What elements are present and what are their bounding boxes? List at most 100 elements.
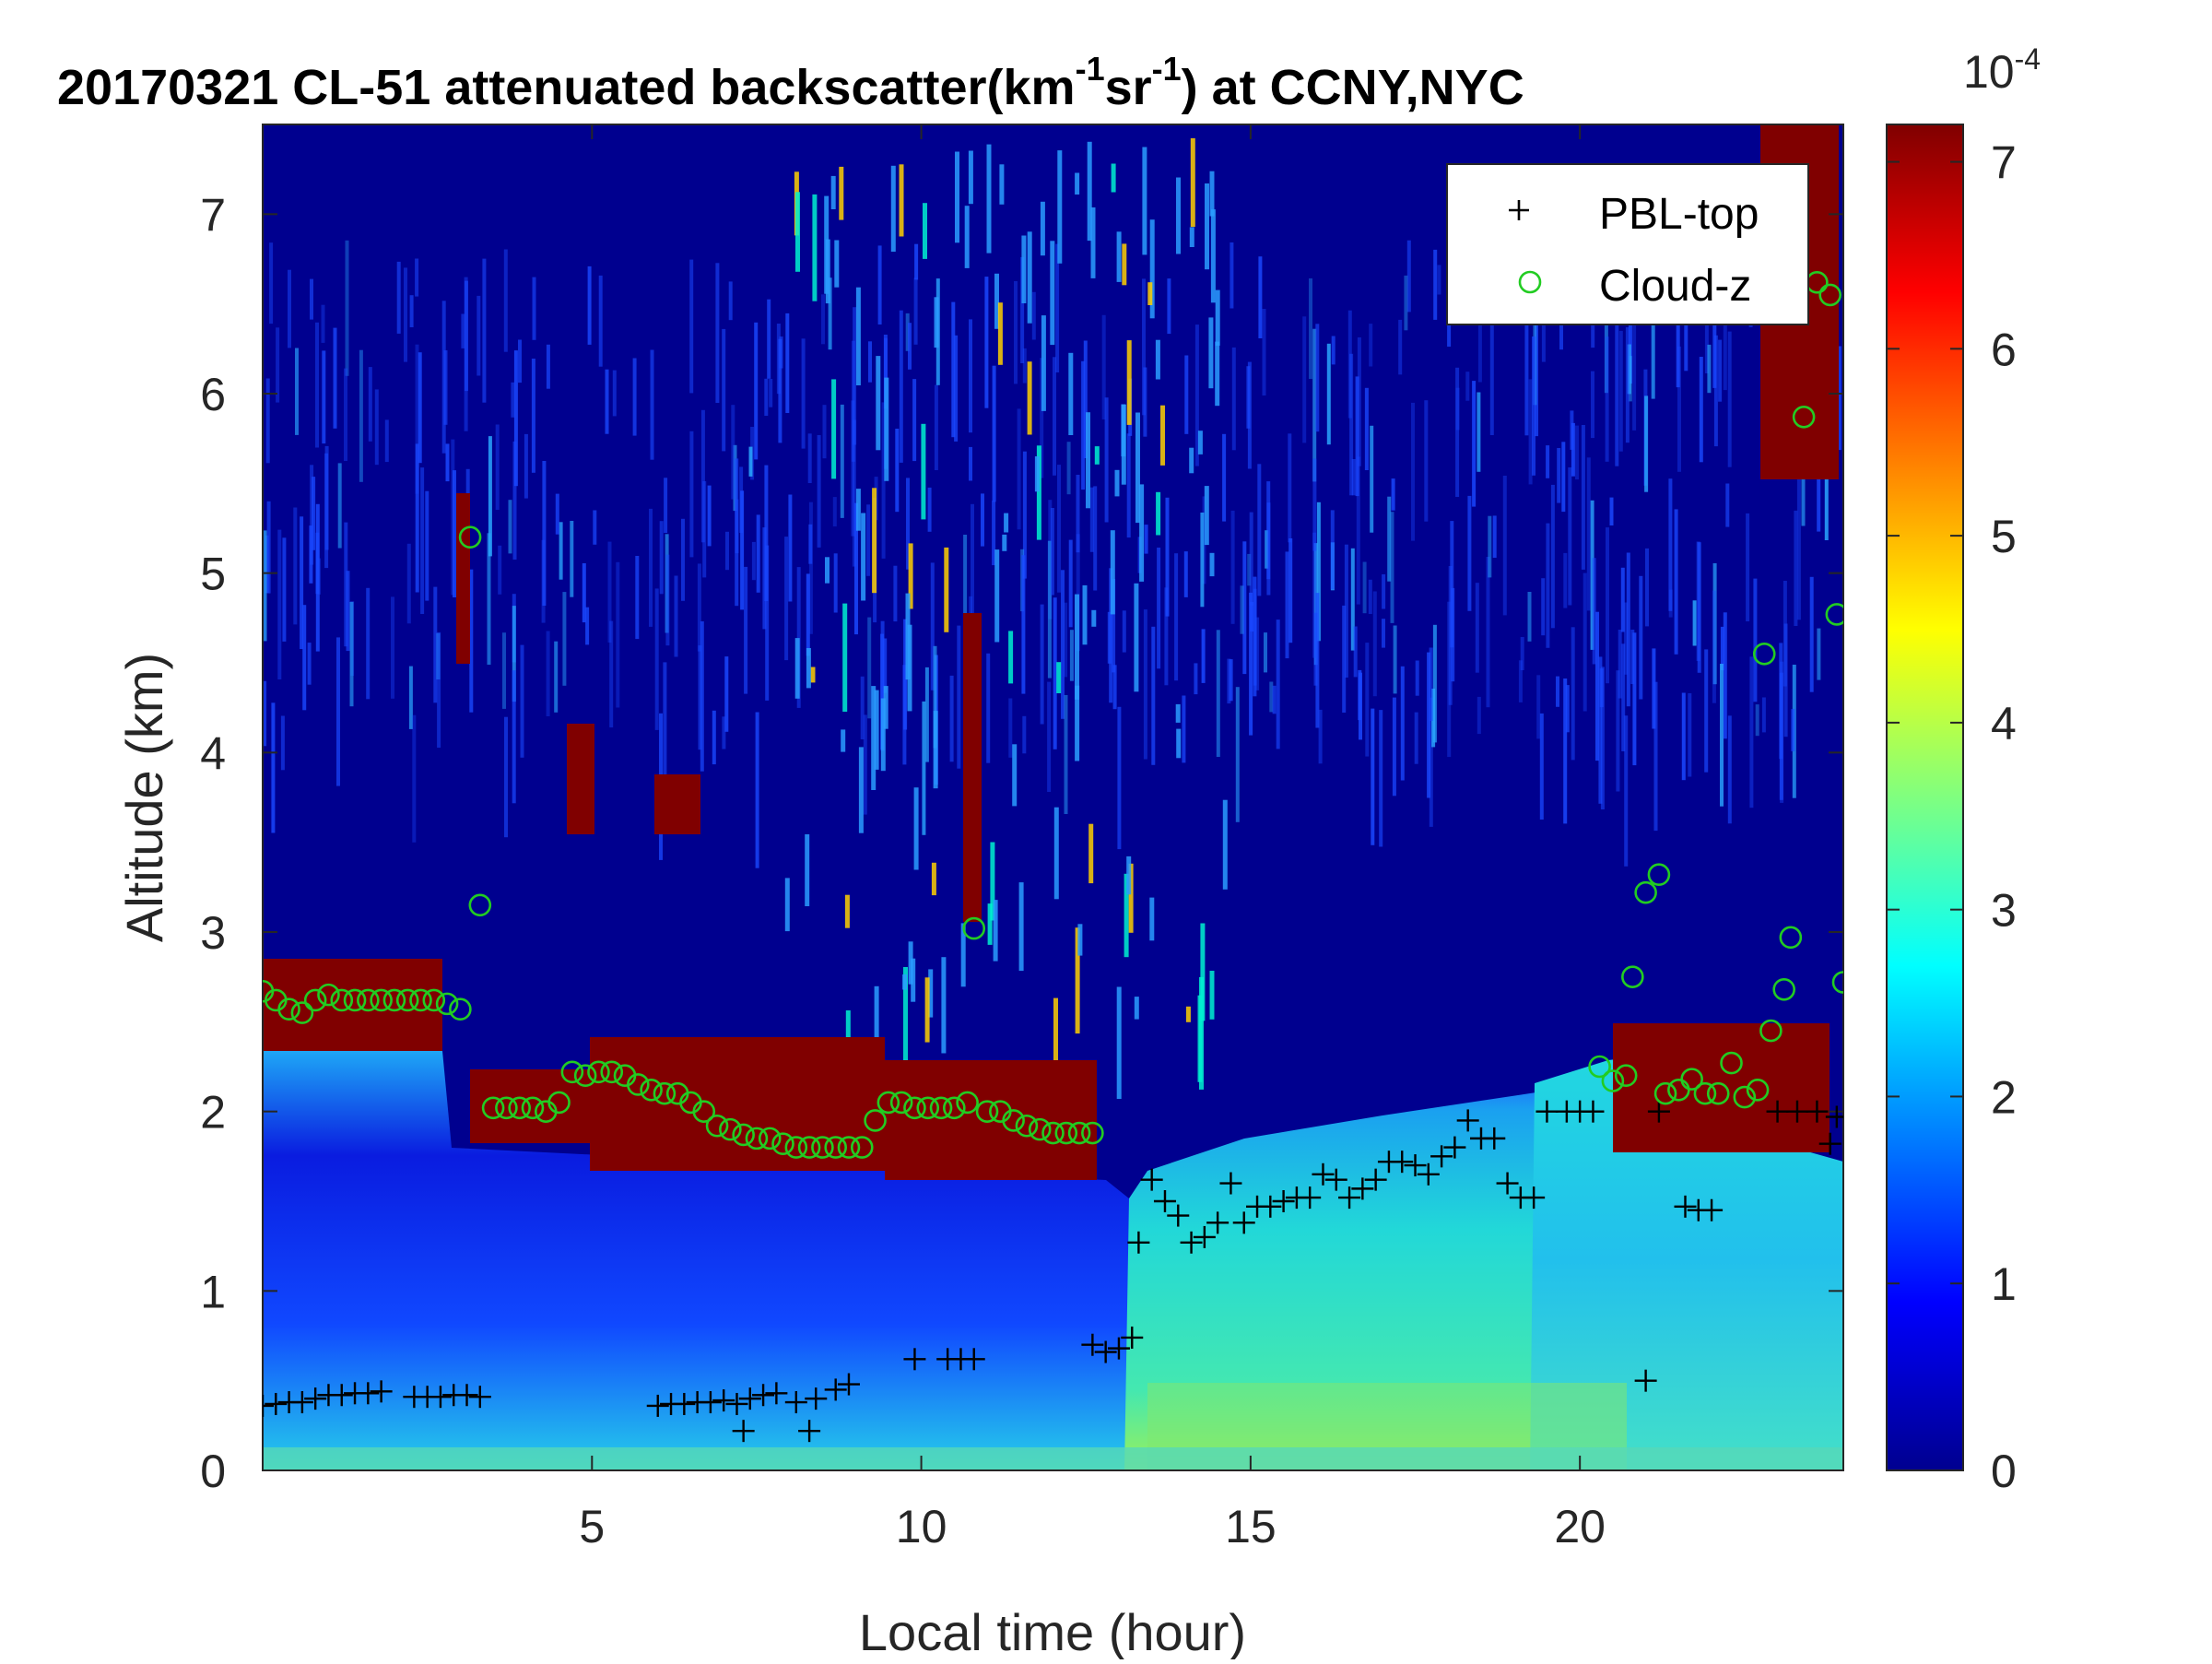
aerosol-streak [1164,587,1169,686]
aerosol-streak [832,497,837,527]
aerosol-streak [1472,381,1477,507]
cloud-streak [1189,447,1194,474]
aerosol-streak [504,716,508,838]
cloud-streak [960,923,966,987]
cloud-streak [1204,486,1209,546]
aerosol-streak [702,481,707,578]
cloud-z-point [719,1117,742,1141]
pbl-top-point [824,1378,847,1401]
pbl-top-point [752,1384,775,1407]
aerosol-streak [934,384,938,470]
cloud-z-point [458,525,482,549]
aerosol-streak [1174,553,1179,681]
cloud-streak [784,878,790,932]
aerosol-streak [1390,512,1394,623]
aerosol-streak [914,243,919,280]
aerosol-streak [1021,555,1026,694]
cloud-z-point [1634,880,1657,904]
cloud-z-point [962,916,986,940]
cloud-z-point [547,1091,571,1115]
cloud-streak [986,144,992,254]
cloud-z-point [600,1060,624,1084]
aerosol-streak [748,446,753,477]
cloud-z-point [943,1096,966,1120]
colorbar-tick-label: 0 [1991,1446,2017,1497]
aerosol-streak [1269,681,1274,713]
aerosol-streak [1312,532,1317,658]
aerosol-streak [1727,331,1732,467]
aerosol-streak [821,294,825,345]
cloud-streak [861,513,866,601]
aerosol-streak [391,596,394,699]
cloud-streak [874,690,879,770]
cloud-z-point [627,1073,650,1096]
aerosol-streak [1142,278,1146,416]
aerosol-streak [1618,330,1623,452]
aerosol-streak [796,567,801,708]
aerosol-streak [1591,371,1594,439]
aerosol-streak [1565,685,1570,733]
aerosol-streak [1040,358,1044,478]
aerosol-streak [1053,597,1057,749]
aerosol-streak [1527,592,1532,642]
cloud-streak [999,164,1005,205]
cloud-streak [1124,873,1129,958]
cloud-streak [1134,583,1139,692]
aerosol-streak [1414,712,1418,764]
aerosol-streak [420,467,425,614]
pbl-top-point [370,1380,393,1403]
cloud-z-point [1693,1081,1717,1105]
aerosol-streak [1455,387,1460,431]
aerosol-streak [1392,697,1396,797]
aerosol-streak [852,419,856,567]
aerosol-streak [546,344,550,389]
aerosol-streak [1838,346,1841,451]
cloud-streak [1082,584,1088,645]
aerosol-streak [1182,695,1186,763]
aerosol-streak [700,409,705,543]
aerosol-streak [1644,395,1649,492]
pbl-top-point [1193,1225,1216,1248]
aerosol-streak [868,341,872,383]
cloud-streak [1210,209,1216,303]
cloud-z-point [1818,283,1842,307]
cloud-streak [934,297,939,348]
aerosol-streak [433,586,438,703]
pbl-top-point [1081,1333,1104,1356]
aerosol-streak [1606,527,1609,684]
cloud-streak [872,488,877,594]
aerosol-streak [1357,337,1361,466]
cloud-streak [993,900,998,962]
cloud-streak [968,150,973,205]
aerosol-streak [511,382,515,418]
cloud-streak [990,842,995,921]
aerosol-streak [587,266,592,345]
aerosol-streak [1122,610,1126,653]
aerosol-streak [1081,360,1086,490]
cloud-streak [880,698,886,772]
cloud-streak [997,302,1003,365]
aerosol-streak [930,562,935,690]
cloud-streak [1077,924,1083,956]
pbl-top-point [1167,1204,1190,1227]
cloud-z-point [824,1136,847,1159]
aerosol-streak [895,429,900,513]
colorbar-gradient [1886,124,1964,1471]
cloud-streak [855,489,861,531]
aerosol-streak [1674,509,1678,655]
aerosol-streak [1117,706,1122,850]
aerosol-streak [1266,502,1271,596]
aerosol-streak [1014,281,1018,384]
aerosol-streak [1600,667,1605,809]
aerosol-streak [665,554,670,646]
aerosol-streak [263,530,267,642]
aerosol-streak [503,249,508,352]
aerosol-streak [415,344,419,494]
aerosol-streak [1433,249,1438,320]
aerosol-streak [1364,387,1369,470]
aerosol-streak [532,277,536,340]
aerosol-streak [1112,579,1116,673]
cloud-z-point [449,997,472,1021]
aerosol-streak [1432,624,1437,743]
cloud-z-point [422,988,446,1012]
